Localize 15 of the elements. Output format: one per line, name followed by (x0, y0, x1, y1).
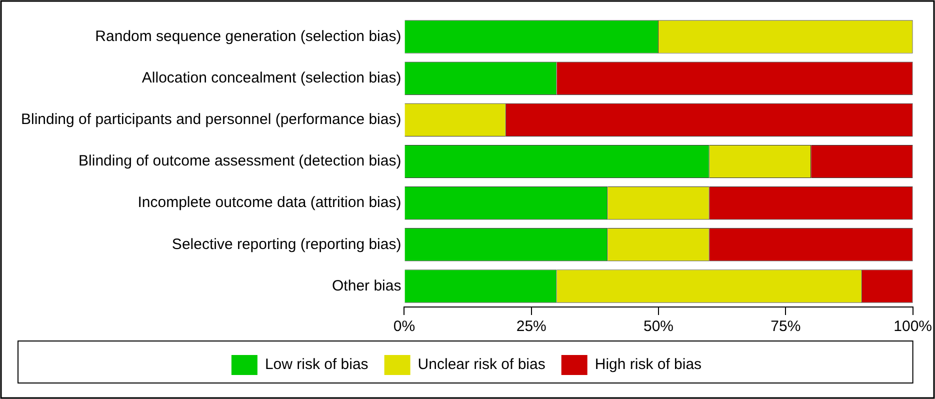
y-tick-label: Allocation concealment (selection bias) (142, 70, 402, 86)
y-tick-label: Blinding of participants and personnel (performance bias) (20, 111, 402, 128)
x-tick-label: 100% (894, 318, 932, 336)
y-tick-label: Other bias (332, 277, 402, 294)
legend-label: Unclear risk of bias (418, 356, 546, 374)
y-tick-label: Blinding of outcome assessment (detection bias) (78, 152, 402, 170)
y-tick-label: Random sequence generation (selection bias) (95, 28, 402, 45)
legend-label: High risk of bias (594, 356, 702, 374)
x-tick-label: 50% (644, 318, 674, 336)
y-tick-label: Selective reporting (reporting bias) (172, 236, 402, 253)
x-tick-label: 25% (516, 318, 546, 336)
x-tick-label: 75% (770, 318, 801, 336)
y-tick-label: Incomplete outcome data (attrition bias) (138, 194, 402, 212)
legend-label: Low risk of bias (264, 356, 368, 374)
x-tick-label: 0% (393, 318, 416, 336)
